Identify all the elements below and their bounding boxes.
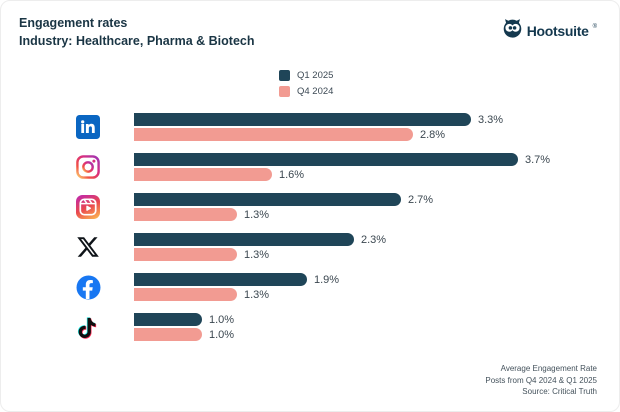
bar-value-label: 2.8% xyxy=(420,128,446,141)
bar-tiktok-q4 xyxy=(134,328,202,341)
page-subtitle: Industry: Healthcare, Pharma & Biotech xyxy=(19,34,255,48)
hootsuite-owl-icon xyxy=(502,18,523,44)
legend-label-q4: Q4 2024 xyxy=(297,85,334,97)
platform-row-linkedin: 3.3% 2.8% xyxy=(66,113,550,141)
bar-instagram-q1 xyxy=(134,153,518,166)
x-twitter-icon xyxy=(66,235,134,259)
bar-reels-q1 xyxy=(134,193,401,206)
bar-value-label: 3.7% xyxy=(525,153,551,166)
platform-row-x: 2.3% 1.3% xyxy=(66,233,550,261)
bar-value-label: 1.3% xyxy=(244,248,270,261)
legend-swatch-q4 xyxy=(279,85,290,97)
bar-value-label: 1.3% xyxy=(244,288,270,301)
legend-item-q4: Q4 2024 xyxy=(279,85,333,97)
platform-row-tiktok: 1.0% 1.0% xyxy=(66,313,550,341)
instagram-icon xyxy=(66,155,134,179)
chart-footnote: Average Engagement Rate Posts from Q4 20… xyxy=(485,363,597,398)
legend-swatch-q1 xyxy=(279,69,290,81)
platform-row-instagram-reels: 2.7% 1.3% xyxy=(66,193,550,221)
hootsuite-logo: Hootsuite ® xyxy=(502,18,597,44)
facebook-icon xyxy=(66,275,134,300)
linkedin-icon xyxy=(66,115,134,139)
bar-instagram-q4 xyxy=(134,168,272,181)
registered-trademark: ® xyxy=(592,24,597,30)
bar-value-label: 1.0% xyxy=(209,313,235,326)
bar-value-label: 1.0% xyxy=(209,328,235,341)
bar-chart: 3.3% 2.8% xyxy=(66,113,550,341)
bar-value-label: 2.3% xyxy=(361,233,387,246)
bar-tiktok-q1 xyxy=(134,313,202,326)
legend-item-q1: Q1 2025 xyxy=(279,69,333,81)
bar-x-q4 xyxy=(134,248,237,261)
chart-header: Engagement rates Industry: Healthcare, P… xyxy=(19,16,254,48)
hootsuite-wordmark: Hootsuite xyxy=(526,23,589,39)
platform-row-instagram: 3.7% 1.6% xyxy=(66,153,550,181)
footnote-line-1: Average Engagement Rate xyxy=(500,364,597,374)
platform-row-facebook: 1.9% 1.3% xyxy=(66,273,550,301)
page-title: Engagement rates xyxy=(19,16,128,30)
bar-x-q1 xyxy=(134,233,354,246)
bar-value-label: 1.3% xyxy=(244,208,270,221)
bar-linkedin-q1 xyxy=(134,113,471,126)
bar-reels-q4 xyxy=(134,208,237,221)
footnote-line-3: Source: Critical Truth xyxy=(522,387,597,397)
instagram-reels-icon xyxy=(66,195,134,219)
bar-facebook-q1 xyxy=(134,273,307,286)
bar-value-label: 2.7% xyxy=(408,193,434,206)
bar-value-label: 1.9% xyxy=(314,273,340,286)
legend-label-q1: Q1 2025 xyxy=(297,69,334,81)
bar-value-label: 3.3% xyxy=(478,113,504,126)
legend: Q1 2025 Q4 2024 xyxy=(279,69,333,97)
tiktok-icon xyxy=(66,315,134,340)
bar-facebook-q4 xyxy=(134,288,237,301)
bar-linkedin-q4 xyxy=(134,128,413,141)
bar-value-label: 1.6% xyxy=(279,168,305,181)
footnote-line-2: Posts from Q4 2024 & Q1 2025 xyxy=(485,375,597,385)
